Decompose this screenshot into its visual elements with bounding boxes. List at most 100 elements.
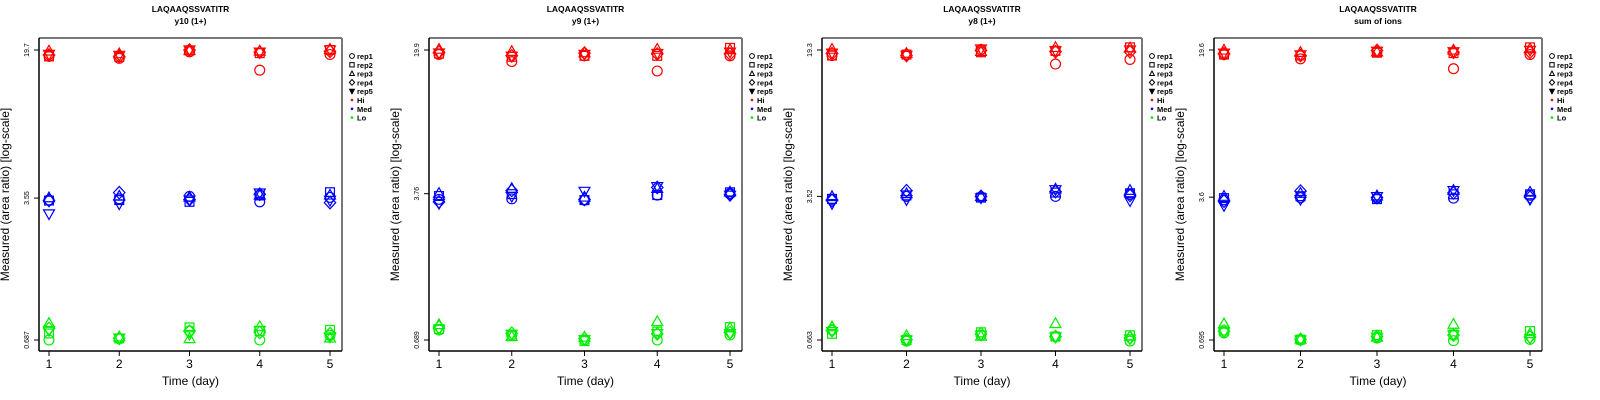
- y-axis-label: Measured (area ratio) [log-scale]: [1173, 108, 1187, 281]
- legend-circle-icon: [1549, 53, 1555, 59]
- legend-label: rep2: [757, 61, 773, 70]
- data-point-med-rep5-day2: [505, 191, 519, 204]
- data-point-med-rep5-day3: [974, 193, 988, 205]
- legend-color-dot-icon: [1150, 116, 1154, 119]
- legend-label: Lo: [757, 114, 767, 123]
- legend-square-icon: [1549, 62, 1555, 68]
- x-tick-label: 4: [1450, 357, 1457, 371]
- legend-label: rep1: [1557, 52, 1573, 61]
- y-tick-label: 19.3: [807, 43, 814, 57]
- legend-label: rep4: [1557, 78, 1574, 87]
- data-point-med-rep5-day1: [825, 199, 839, 211]
- legend-label: Hi: [1157, 96, 1165, 105]
- data-point-med-rep4-day2: [1293, 183, 1308, 199]
- data-point-lo-rep5-day5: [323, 332, 337, 344]
- data-point-hi-rep3-day3: [578, 45, 591, 58]
- legend-circle-icon: [349, 53, 355, 59]
- series-lo: [42, 316, 337, 346]
- legend-label: Hi: [1557, 96, 1565, 105]
- x-axis-label: Time (day): [954, 374, 1011, 388]
- y-tick-label: 19.6: [1199, 43, 1206, 57]
- x-tick-label: 1: [436, 357, 443, 371]
- data-point-med-rep5-day4: [1049, 185, 1062, 197]
- legend-label: rep4: [1157, 78, 1174, 87]
- data-point-lo-rep3-day2: [900, 328, 913, 341]
- chart-panel-4: LAQAAQSSVATITR sum of ions 19.6 3.6 0.695 1 2 3…: [1173, 4, 1574, 388]
- x-tick-label: 5: [727, 357, 734, 371]
- data-point-med-rep5-day1: [432, 198, 446, 211]
- legend-triangle-down-icon: [1148, 88, 1156, 95]
- legend-square-icon: [749, 62, 755, 68]
- data-point-hi-rep5-day2: [1294, 50, 1307, 62]
- legend-diamond-icon: [1148, 78, 1156, 87]
- legend-color-dot-icon: [750, 116, 754, 119]
- data-point-hi-rep3-day2: [505, 44, 519, 56]
- data-point-hi-rep5-day5: [1523, 45, 1537, 58]
- series-hi: [825, 40, 1137, 70]
- data-point-hi-rep3-day1: [825, 42, 839, 54]
- legend-label: rep5: [757, 87, 773, 96]
- data-point-lo-rep5-day3: [183, 329, 196, 342]
- y-axis-label: Measured (area ratio) [log-scale]: [0, 108, 12, 281]
- data-point-med-rep5-day2: [1294, 194, 1307, 207]
- data-point-lo-rep2-day4: [1050, 331, 1061, 342]
- chart-title: LAQAAQSSVATITR: [547, 4, 625, 14]
- data-point-lo-rep2-day5: [1524, 326, 1536, 337]
- x-axis-label: Time (day): [557, 374, 614, 388]
- data-point-med-rep3-day1: [432, 186, 446, 198]
- data-point-lo-rep3-day2: [1294, 332, 1307, 344]
- y-tick-label: 0.687: [24, 331, 31, 349]
- legend-color-dot-icon: [750, 107, 754, 111]
- series-lo: [825, 316, 1137, 347]
- legend-label: rep3: [357, 70, 373, 79]
- data-point-lo-rep5-day1: [1217, 327, 1231, 339]
- chart-title: LAQAAQSSVATITR: [152, 4, 230, 14]
- data-point-lo-rep2-day5: [324, 324, 336, 335]
- data-point-med-rep4-day2: [505, 183, 519, 198]
- data-point-lo-rep3-day4: [253, 319, 267, 332]
- legend-label: Lo: [357, 114, 367, 123]
- data-point-lo-rep2-day2: [1295, 334, 1306, 345]
- y-tick-label: 0.695: [1199, 331, 1206, 349]
- data-point-med-rep5-day5: [1123, 196, 1137, 208]
- data-point-med-rep2-day4: [652, 190, 663, 201]
- chart-panel-3: LAQAAQSSVATITR y8 (1+) 19.3 3.52 0.663 1 2 3 4 5 T…: [781, 4, 1174, 388]
- data-point-med-rep5-day2: [900, 195, 913, 207]
- x-tick-label: 3: [186, 357, 193, 371]
- legend-label: rep2: [357, 61, 373, 70]
- data-point-lo-rep4-day5: [323, 326, 337, 341]
- data-point-lo-rep3-day4: [650, 314, 664, 327]
- data-point-lo-rep5-day1: [825, 326, 839, 339]
- data-point-lo-rep1-day4: [1447, 335, 1460, 347]
- legend-color-dot-icon: [350, 116, 354, 119]
- x-tick-label: 1: [1221, 357, 1228, 371]
- data-point-hi-rep1-day4: [1447, 63, 1460, 75]
- x-tick-label: 2: [1297, 357, 1304, 371]
- series-hi: [1217, 41, 1537, 75]
- legend-label: Hi: [357, 96, 365, 105]
- data-point-lo-rep5-day1: [432, 324, 446, 336]
- legend-triangle-up-icon: [748, 69, 756, 77]
- data-point-med-rep3-day1: [1217, 189, 1231, 201]
- legend-label: Med: [757, 105, 772, 114]
- data-point-med-rep3-day5: [323, 188, 337, 200]
- data-point-lo-rep4-day3: [182, 324, 197, 339]
- data-point-lo-rep5-day5: [723, 329, 737, 341]
- data-point-hi-rep5-day4: [1049, 46, 1062, 58]
- x-tick-label: 3: [581, 357, 588, 371]
- data-point-hi-rep1-day4: [254, 64, 266, 76]
- data-point-hi-rep5-day3: [578, 49, 591, 62]
- data-point-med-rep5-day4: [650, 181, 664, 194]
- legend-color-dot-icon: [1550, 116, 1554, 119]
- data-point-med-rep5-day1: [42, 209, 56, 221]
- chart-subtitle: y10 (1+): [175, 16, 207, 26]
- legend-label: Med: [357, 105, 372, 114]
- legend-color-dot-icon: [1550, 98, 1554, 102]
- legend-color-dot-icon: [750, 98, 754, 102]
- series-med: [825, 182, 1137, 211]
- data-point-med-rep5-day5: [1523, 194, 1537, 207]
